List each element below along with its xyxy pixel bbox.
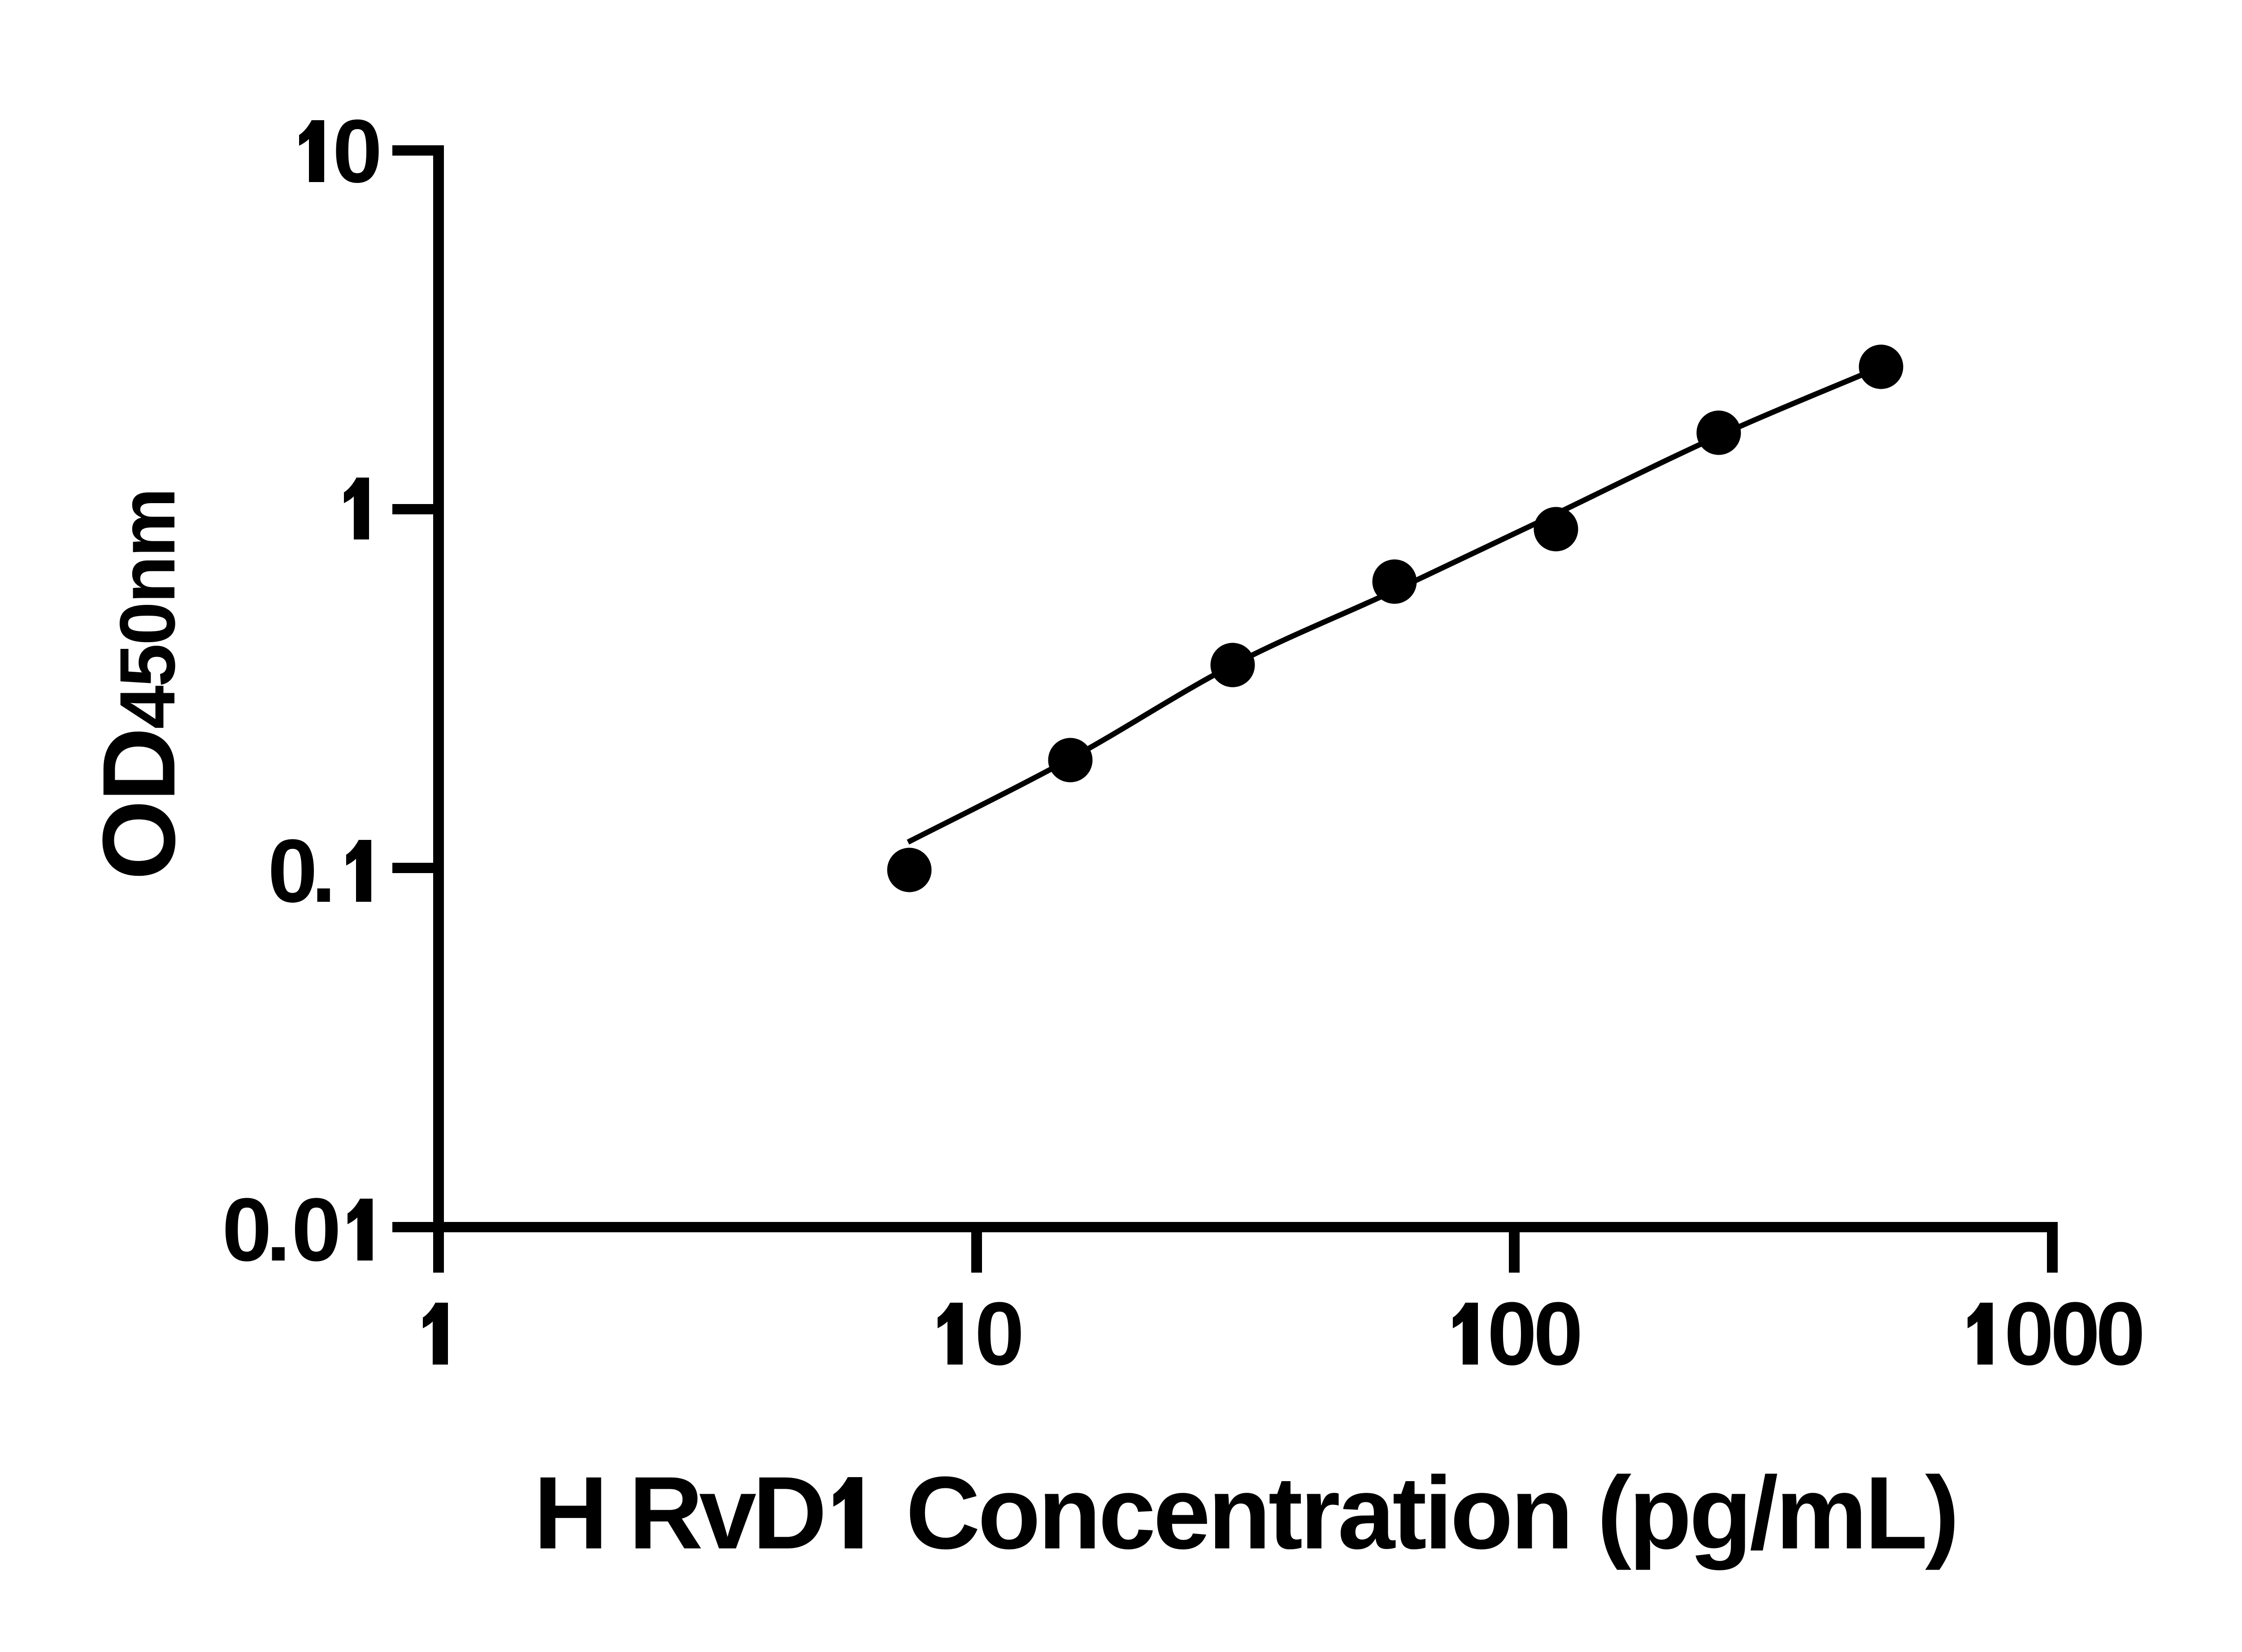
svg-text:0: 0: [2051, 1284, 2100, 1384]
svg-text:.: .: [311, 821, 336, 921]
svg-text:H RvD: H RvD: [534, 1455, 823, 1570]
svg-text:0: 0: [975, 1284, 1025, 1384]
svg-text:0: 0: [1534, 1284, 1583, 1384]
svg-text:.: .: [266, 1180, 291, 1280]
svg-text:0: 0: [2096, 1284, 2146, 1384]
svg-text:0: 0: [222, 1180, 272, 1280]
svg-text:0: 0: [291, 1180, 341, 1280]
svg-text:Concentration (pg/mL): Concentration (pg/mL): [906, 1455, 1957, 1570]
svg-text:0: 0: [333, 101, 382, 201]
svg-text:OD450nm: OD450nm: [81, 489, 196, 880]
svg-text:0: 0: [1487, 1284, 1537, 1384]
svg-text:0: 0: [268, 821, 317, 921]
svg-text:0: 0: [2004, 1284, 2054, 1384]
